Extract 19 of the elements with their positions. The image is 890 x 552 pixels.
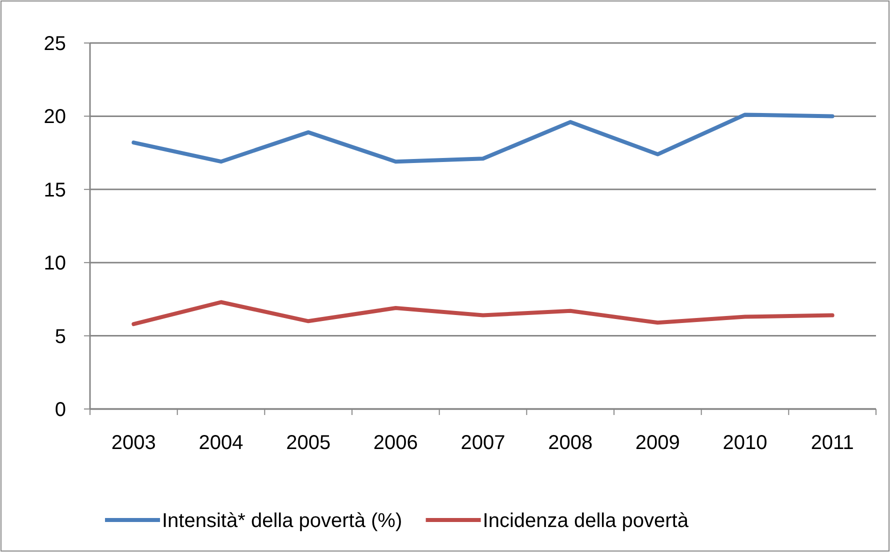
x-tick-label: 2009 [635,432,680,454]
x-tick-label: 2007 [460,432,506,454]
line-series [132,300,834,326]
x-tick-label: 2010 [722,432,768,454]
y-tick-label: 25 [44,33,66,55]
y-tick-label: 5 [54,326,66,348]
y-tick-label: 15 [44,179,66,202]
y-tick-label: 20 [44,106,66,128]
x-tick-label: 2005 [286,432,331,454]
line-series [132,112,834,164]
x-tick-label: 2008 [548,432,593,454]
x-tick-label: 2004 [198,432,244,454]
x-tick-label: 2003 [111,432,156,454]
x-tick-label: 2011 [810,432,854,454]
y-tick-label: 0 [54,399,66,421]
legend-label: Intensità* della povertà (%) [162,510,402,532]
y-tick-label: 10 [44,252,66,275]
legend-label: Incidenza della povertà [482,510,690,532]
x-tick-label: 2006 [373,432,418,454]
